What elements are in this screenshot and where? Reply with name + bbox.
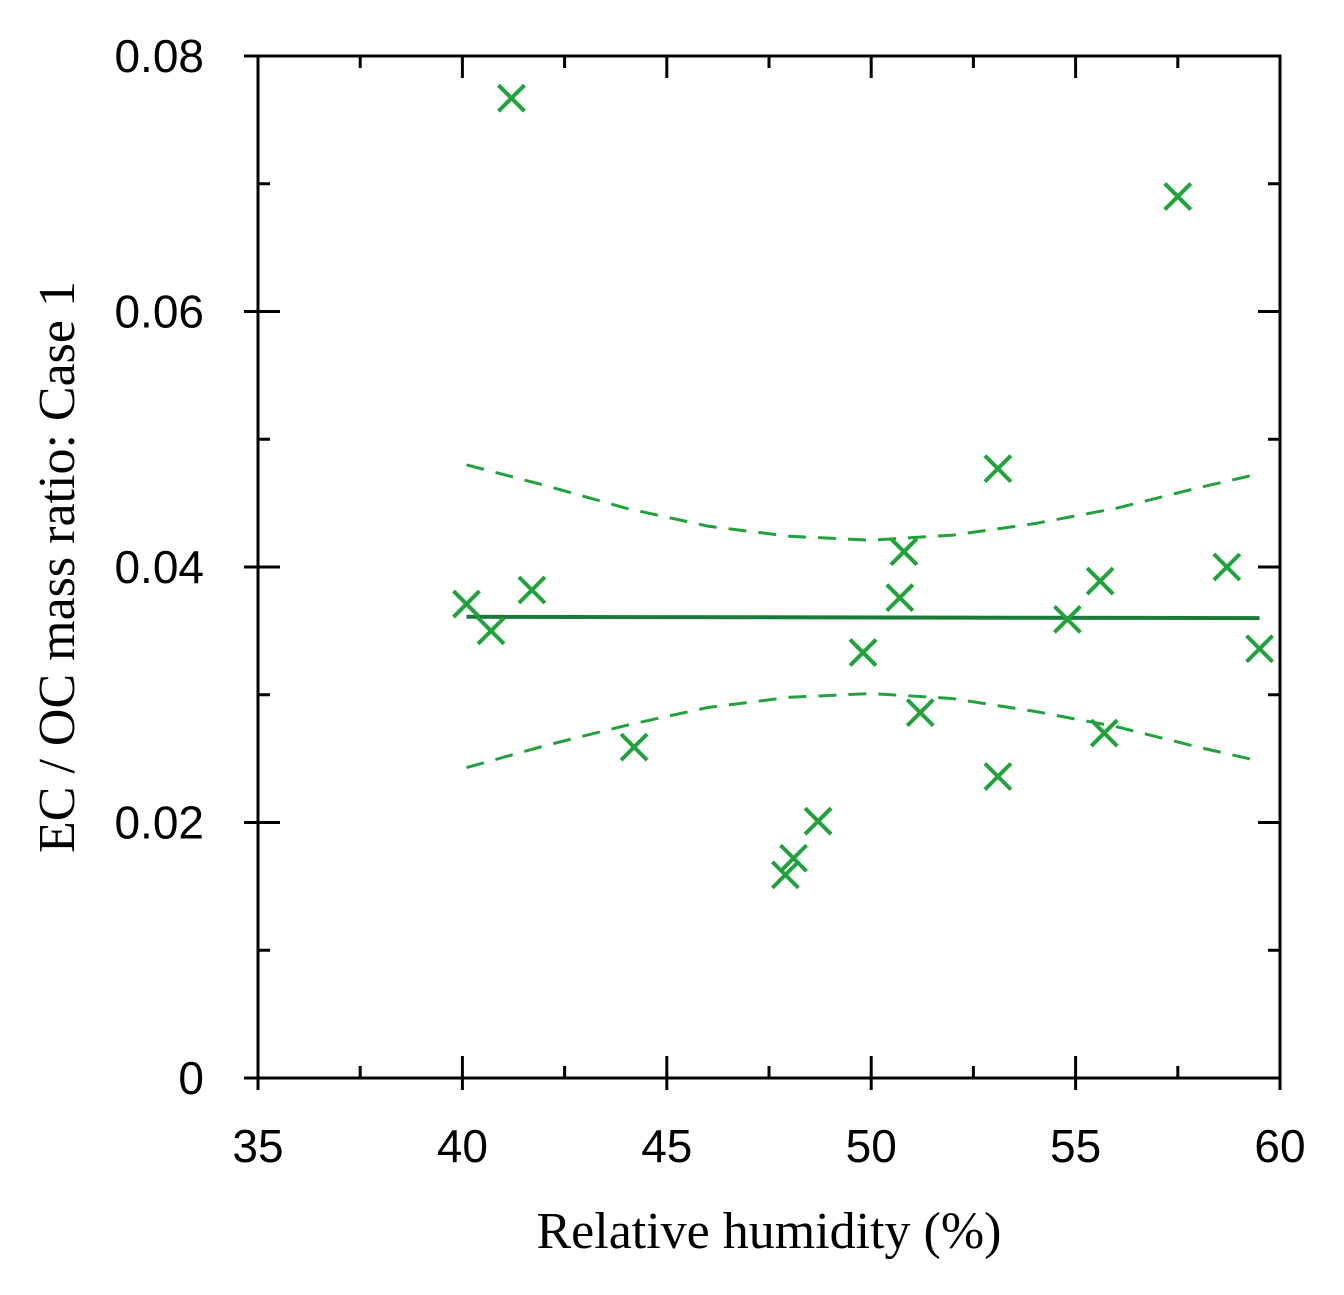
data-point-marker [452, 589, 481, 619]
x-tick-label: 50 [846, 1120, 897, 1172]
data-point-marker [770, 860, 800, 890]
axis-ticks [244, 54, 1282, 1090]
marker-stroke [905, 698, 935, 728]
data-point-marker [1163, 182, 1193, 211]
y-tick-label: 0 [178, 1052, 204, 1104]
data-point-marker [983, 762, 1013, 791]
plot-area-frame [256, 54, 1282, 1080]
marker-stroke [889, 537, 919, 567]
marker-stroke [476, 616, 506, 646]
marker-stroke [885, 583, 915, 613]
fit-lines [466, 463, 1260, 770]
y-tick-label: 0.02 [114, 797, 204, 849]
data-point-marker [889, 537, 919, 567]
marker-stroke [619, 732, 649, 762]
fit-line [466, 614, 1260, 621]
y-tick-label: 0.06 [114, 286, 204, 338]
marker-stroke [983, 454, 1013, 484]
data-point-marker [497, 83, 526, 113]
data-point-marker [779, 843, 808, 873]
y-tick-label: 0.04 [114, 541, 204, 593]
marker-stroke [497, 83, 526, 113]
marker-stroke [1212, 552, 1242, 582]
marker-stroke [1085, 566, 1115, 596]
x-axis-title: Relative humidity (%) [536, 1203, 1001, 1260]
marker-stroke [803, 806, 833, 836]
y-tick-label: 0.08 [114, 30, 204, 82]
marker-stroke [848, 638, 878, 668]
x-tick-label: 35 [232, 1120, 283, 1172]
data-point-marker [517, 575, 547, 605]
marker-stroke [1163, 182, 1193, 211]
marker-stroke [770, 860, 800, 890]
marker-stroke [452, 589, 481, 619]
x-tick-label: 55 [1050, 1120, 1101, 1172]
axes [256, 54, 1282, 1080]
confidence-band-line [466, 691, 1260, 770]
confidence-band-line [466, 463, 1260, 542]
marker-stroke [517, 575, 547, 605]
marker-stroke [1053, 604, 1082, 634]
data-point-marker [1245, 634, 1274, 664]
data-point-marker [983, 454, 1013, 484]
data-point-marker [476, 616, 506, 646]
data-point-marker [1089, 718, 1119, 748]
x-tick-label: 40 [437, 1120, 488, 1172]
data-points [452, 83, 1274, 890]
data-point-marker [1212, 552, 1242, 582]
data-point-marker [1085, 566, 1115, 596]
marker-stroke [1245, 634, 1274, 664]
data-point-marker [619, 732, 649, 762]
y-axis-title: EC / OC mass ratio: Case 1 [29, 281, 86, 853]
marker-stroke [1089, 718, 1119, 748]
marker-stroke [779, 843, 808, 873]
x-tick-label: 45 [641, 1120, 692, 1172]
data-point-marker [885, 583, 915, 613]
x-tick-label: 60 [1254, 1120, 1305, 1172]
data-point-marker [1053, 604, 1082, 634]
axis-tick-labels: 35 40 45 50 55 60 0 0.02 0.04 0.06 0.08 [114, 30, 1305, 1172]
marker-stroke [983, 762, 1013, 791]
data-point-marker [848, 638, 878, 668]
data-point-marker [803, 806, 833, 836]
data-point-marker [905, 698, 935, 728]
